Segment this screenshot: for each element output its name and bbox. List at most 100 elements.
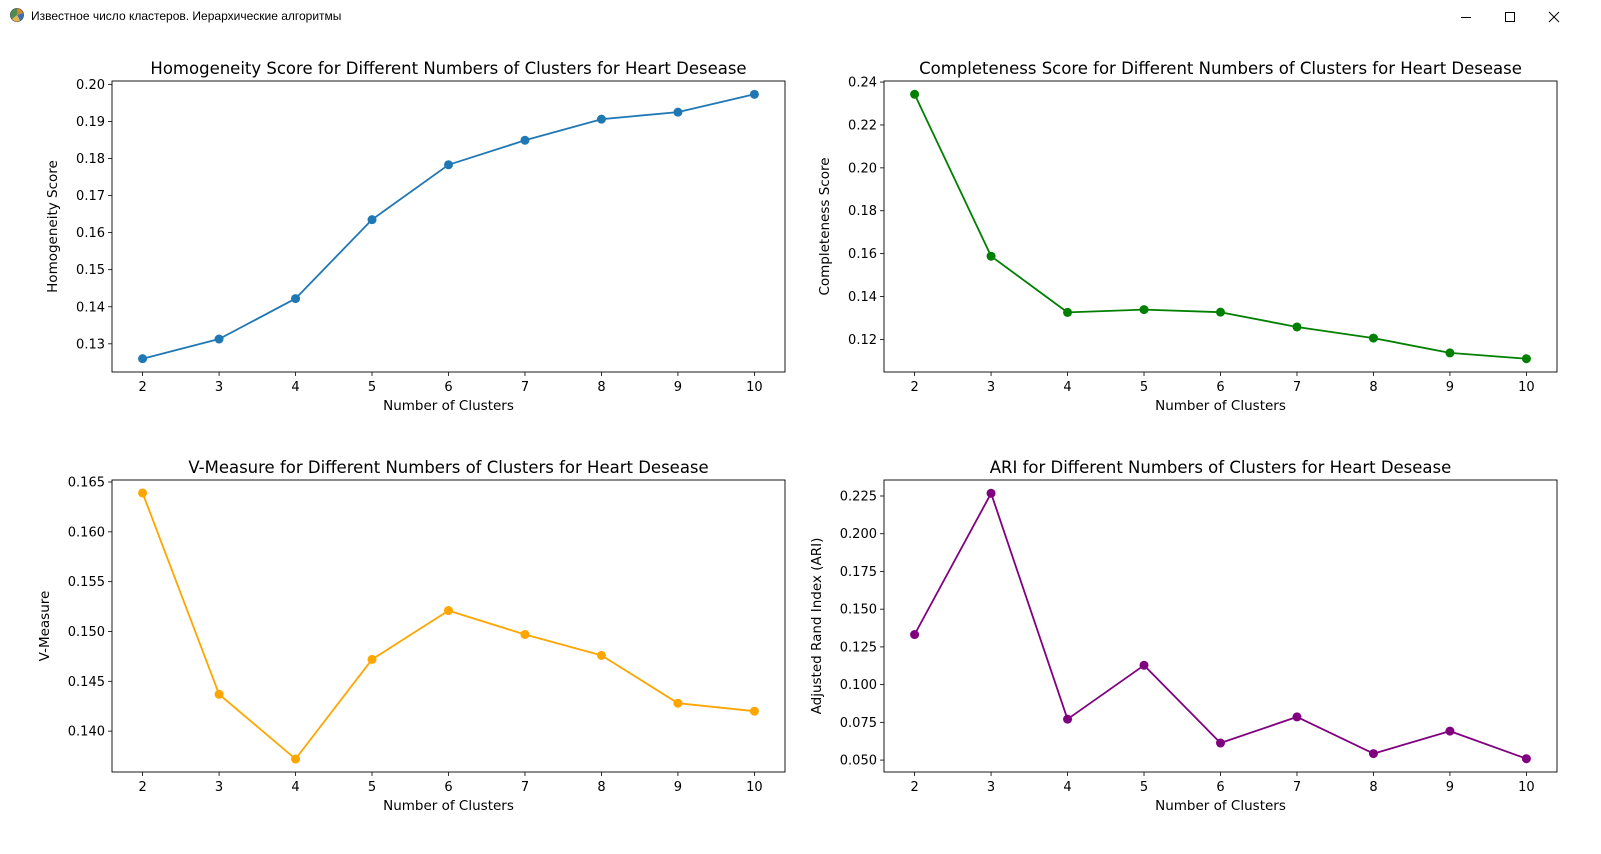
y-axis-label: Homogeneity Score <box>45 160 61 293</box>
x-tick-label: 5 <box>1140 780 1148 795</box>
x-axis-label: Number of Clusters <box>1155 798 1286 814</box>
x-tick-label: 2 <box>138 380 146 395</box>
x-tick-label: 2 <box>910 380 918 395</box>
axes-frame <box>111 80 786 373</box>
x-tick-label: 5 <box>368 380 376 395</box>
data-point <box>1063 714 1073 724</box>
x-tick-label: 9 <box>674 780 682 795</box>
y-axis-label: V-Measure <box>37 591 53 662</box>
series-line <box>913 492 1527 760</box>
axes-frame <box>111 479 786 773</box>
data-point <box>596 650 606 660</box>
data-point <box>444 160 453 170</box>
y-tick-label: 0.17 <box>76 189 105 204</box>
y-tick-label: 0.155 <box>68 575 105 590</box>
close-button[interactable] <box>1531 0 1577 33</box>
y-tick-label: 0.165 <box>68 475 105 490</box>
data-point <box>1139 660 1149 670</box>
y-axis-label: Adjusted Rand Index (ARI) <box>809 538 825 715</box>
x-tick-label: 7 <box>521 780 529 795</box>
x-tick-label: 10 <box>1518 380 1535 395</box>
data-point <box>444 606 453 616</box>
y-tick-label: 0.100 <box>840 678 877 693</box>
x-tick-label: 6 <box>1216 780 1224 795</box>
y-tick-label: 0.22 <box>848 118 877 133</box>
data-point <box>138 488 148 498</box>
chart-title: Completeness Score for Different Numbers… <box>919 59 1522 78</box>
data-point <box>986 488 996 498</box>
x-tick-label: 8 <box>597 780 605 795</box>
x-tick-label: 10 <box>1518 780 1535 795</box>
data-point <box>749 89 759 99</box>
x-tick-label: 9 <box>674 380 682 395</box>
x-tick-label: 6 <box>444 780 452 795</box>
minimize-icon <box>1461 16 1471 18</box>
y-tick-label: 0.125 <box>840 640 877 655</box>
x-tick-label: 9 <box>1446 780 1454 795</box>
x-tick-label: 7 <box>1293 780 1301 795</box>
x-tick-label: 10 <box>746 780 763 795</box>
x-tick-label: 6 <box>1216 380 1224 395</box>
y-tick-label: 0.20 <box>848 161 877 176</box>
matplotlib-figure-icon <box>10 8 24 22</box>
figure-svg: Homogeneity Score for Different Numbers … <box>37 59 1558 814</box>
minimize-button[interactable] <box>1443 0 1489 33</box>
y-tick-label: 0.140 <box>68 725 105 740</box>
x-tick-label: 3 <box>215 380 223 395</box>
y-tick-label: 0.24 <box>848 76 877 91</box>
chart-3: V-Measure for Different Numbers of Clust… <box>37 458 786 814</box>
y-tick-label: 0.150 <box>68 625 105 640</box>
y-tick-label: 0.19 <box>76 115 105 130</box>
data-point <box>1368 749 1378 759</box>
data-point <box>520 135 530 145</box>
x-tick-label: 2 <box>138 780 146 795</box>
data-point <box>1368 333 1378 343</box>
close-icon <box>1548 11 1560 22</box>
x-tick-label: 3 <box>987 780 995 795</box>
y-tick-label: 0.12 <box>848 333 877 348</box>
data-point <box>986 251 996 261</box>
x-tick-label: 8 <box>597 380 605 395</box>
y-tick-label: 0.160 <box>68 525 105 540</box>
y-tick-label: 0.20 <box>76 78 105 93</box>
y-tick-label: 0.14 <box>76 300 105 315</box>
chart-title: V-Measure for Different Numbers of Clust… <box>188 458 708 477</box>
y-tick-label: 0.050 <box>840 754 877 769</box>
x-tick-label: 2 <box>910 780 918 795</box>
y-tick-label: 0.16 <box>848 247 877 262</box>
x-tick-label: 8 <box>1369 780 1377 795</box>
y-tick-label: 0.16 <box>76 226 105 241</box>
y-tick-label: 0.14 <box>848 290 877 305</box>
x-tick-label: 4 <box>1063 380 1071 395</box>
series-line <box>913 93 1527 360</box>
x-tick-label: 3 <box>215 780 223 795</box>
x-tick-label: 9 <box>1446 380 1454 395</box>
axes-frame <box>883 80 1558 373</box>
x-tick-label: 5 <box>1140 380 1148 395</box>
data-point <box>214 334 224 344</box>
y-tick-label: 0.18 <box>76 152 105 167</box>
series-line <box>141 492 755 760</box>
data-point <box>1216 307 1225 317</box>
chart-title: ARI for Different Numbers of Clusters fo… <box>990 458 1452 477</box>
x-tick-label: 6 <box>444 380 452 395</box>
data-point <box>1063 307 1073 317</box>
x-tick-label: 4 <box>291 780 299 795</box>
x-tick-label: 4 <box>291 380 299 395</box>
data-point <box>749 706 759 716</box>
y-tick-label: 0.200 <box>840 527 877 542</box>
data-point <box>1292 322 1302 332</box>
maximize-icon <box>1505 11 1515 22</box>
data-point <box>367 654 377 664</box>
x-tick-label: 5 <box>368 780 376 795</box>
data-point <box>673 107 683 117</box>
axes-frame <box>883 479 1558 773</box>
chart-1: Homogeneity Score for Different Numbers … <box>45 59 786 414</box>
y-tick-label: 0.145 <box>68 675 105 690</box>
data-point <box>367 215 377 225</box>
window-titlebar: Известное число кластеров. Иерархические… <box>0 0 1601 33</box>
maximize-button[interactable] <box>1487 0 1533 33</box>
window-title: Известное число кластеров. Иерархические… <box>31 9 342 23</box>
x-tick-label: 4 <box>1063 780 1071 795</box>
x-tick-label: 8 <box>1369 380 1377 395</box>
